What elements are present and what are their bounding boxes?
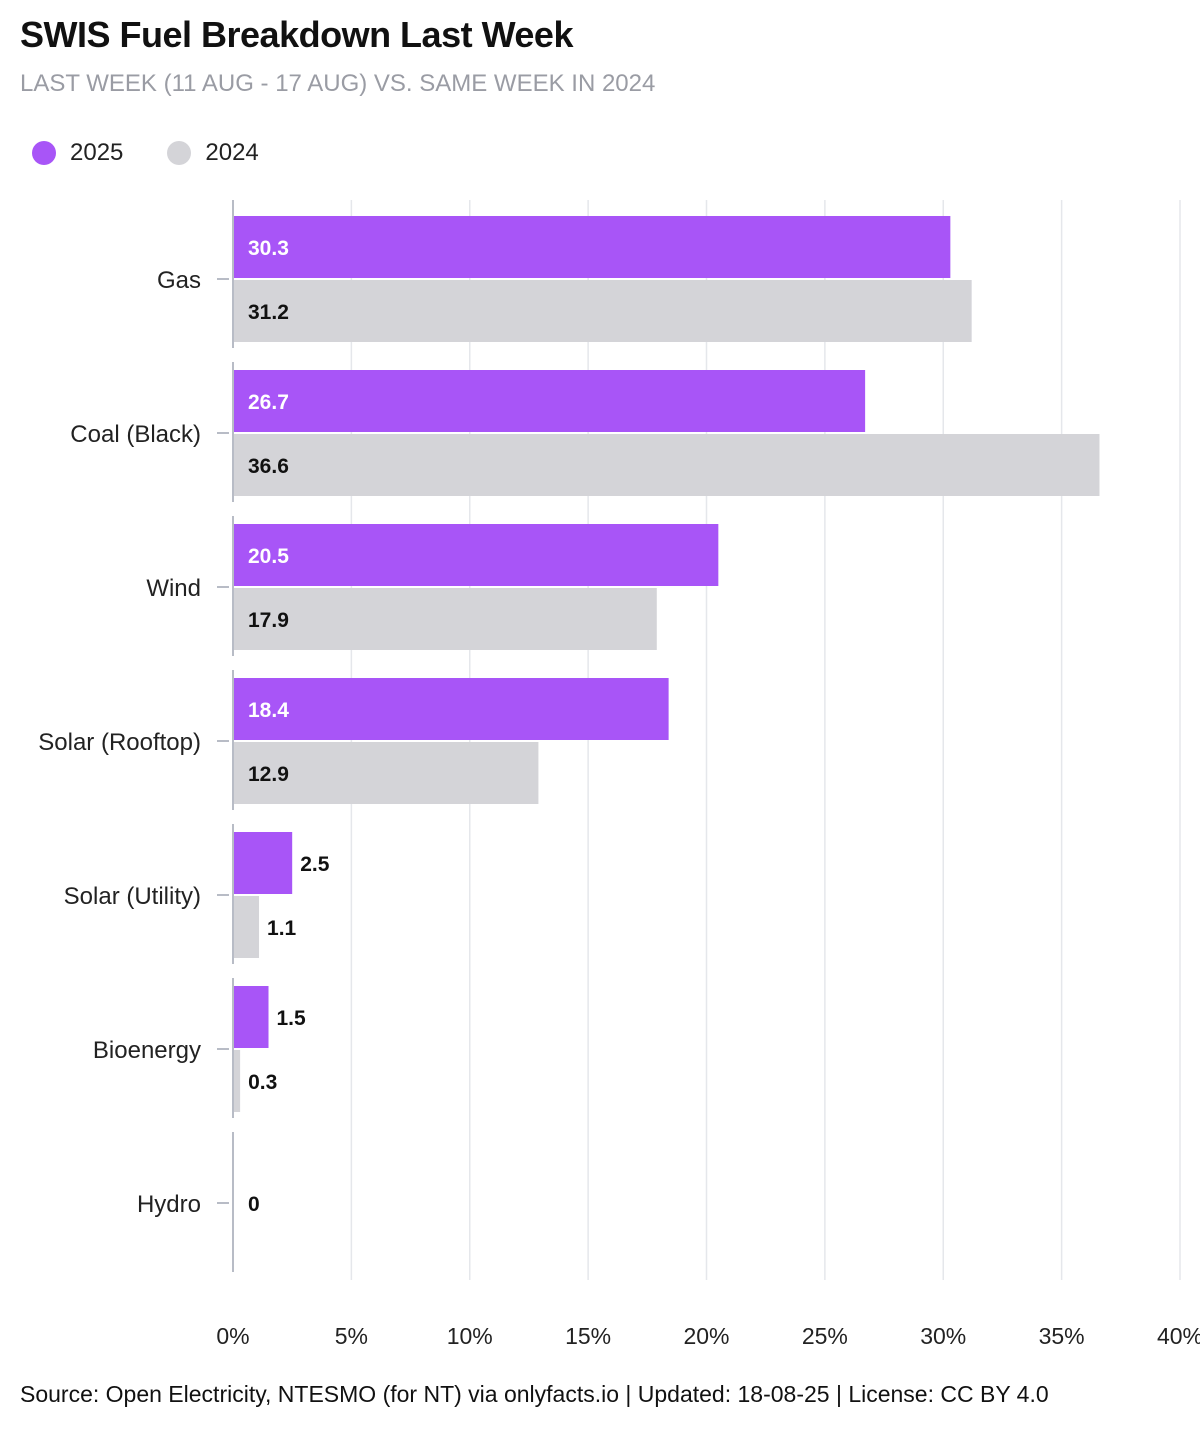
bar-2024-gas: [234, 280, 972, 342]
data-label-2024-bioenergy: 0.3: [248, 1071, 277, 1094]
axis-gap: [231, 964, 235, 978]
axis-gap: [231, 348, 235, 362]
chart-title: SWIS Fuel Breakdown Last Week: [20, 14, 573, 55]
bar-2024-solar-rooftop: [234, 742, 539, 804]
bar-2024-wind: [234, 588, 657, 650]
category-label-coal-black: Coal (Black): [70, 421, 201, 448]
bar-2025-bioenergy: [234, 986, 269, 1048]
legend: 2025 2024: [32, 138, 303, 168]
bar-2025-wind: [234, 524, 719, 586]
x-tick-label: 40%: [1157, 1323, 1200, 1349]
bar-2025-coal-black: [234, 370, 866, 432]
x-tick-label: 5%: [335, 1323, 368, 1349]
x-tick-label: 20%: [683, 1323, 729, 1349]
data-label-2025-coal-black: 26.7: [248, 391, 289, 414]
source-footer: Source: Open Electricity, NTESMO (for NT…: [20, 1381, 1049, 1407]
category-label-bioenergy: Bioenergy: [93, 1037, 201, 1064]
category-label-solar-rooftop: Solar (Rooftop): [38, 729, 201, 756]
data-label-2024-gas: 31.2: [248, 301, 289, 324]
category-label-solar-utility: Solar (Utility): [64, 883, 201, 910]
bar-2024-coal-black: [234, 434, 1100, 496]
chart-subtitle: LAST WEEK (11 AUG - 17 AUG) VS. SAME WEE…: [20, 70, 656, 97]
legend-label-2024: 2024: [205, 139, 259, 166]
legend-swatch-2025: [32, 141, 56, 165]
data-label-2024-wind: 17.9: [248, 609, 289, 632]
bar-2024-bioenergy: [234, 1050, 241, 1112]
legend-swatch-2024: [167, 141, 192, 165]
x-tick-label: 30%: [920, 1323, 966, 1349]
axis-gap: [231, 1272, 235, 1286]
category-label-wind: Wind: [146, 575, 201, 602]
x-tick-label: 35%: [1039, 1323, 1085, 1349]
bar-2025-solar-utility: [234, 832, 293, 894]
x-tick-label: 0%: [216, 1323, 249, 1349]
data-label-2024-hydro: 0: [248, 1193, 260, 1216]
axis-gap: [231, 502, 235, 516]
category-label-gas: Gas: [157, 267, 201, 294]
x-tick-label: 25%: [802, 1323, 848, 1349]
data-label-2025-gas: 30.3: [248, 237, 289, 260]
data-label-2025-solar-utility: 2.5: [300, 853, 330, 876]
bar-2025-gas: [234, 216, 951, 278]
data-label-2024-coal-black: 36.6: [248, 455, 289, 478]
axis-gap: [231, 656, 235, 670]
axis-gap: [231, 1118, 235, 1132]
bar-2024-solar-utility: [234, 896, 260, 958]
legend-item-2025[interactable]: 2025: [32, 139, 123, 167]
data-label-2024-solar-rooftop: 12.9: [248, 763, 289, 786]
x-tick-label: 10%: [447, 1323, 493, 1349]
bar-2025-solar-rooftop: [234, 678, 669, 740]
category-label-hydro: Hydro: [137, 1191, 201, 1218]
data-label-2025-wind: 20.5: [248, 545, 289, 568]
legend-label-2025: 2025: [70, 139, 124, 166]
data-label-2025-solar-rooftop: 18.4: [248, 699, 289, 722]
legend-item-2024[interactable]: 2024: [167, 139, 259, 167]
x-tick-label: 15%: [565, 1323, 611, 1349]
data-label-2025-bioenergy: 1.5: [277, 1007, 307, 1030]
axis-gap: [231, 810, 235, 824]
data-label-2024-solar-utility: 1.1: [267, 917, 297, 940]
